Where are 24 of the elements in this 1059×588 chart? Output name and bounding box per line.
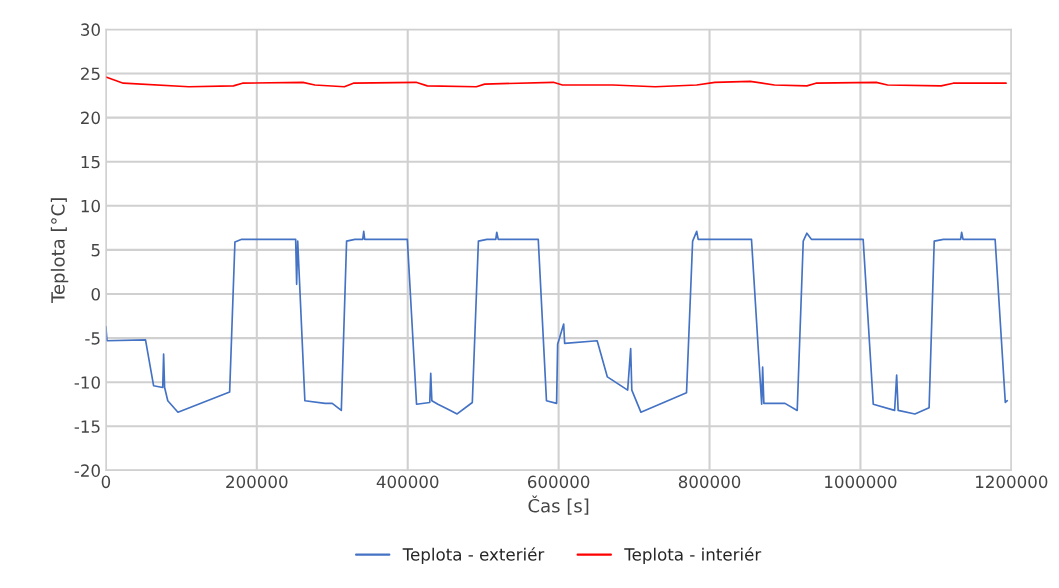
y-tick-label: 0 — [91, 287, 100, 301]
legend-label: Teplota - interiér — [624, 547, 762, 564]
y-tick-label: 10 — [81, 199, 100, 213]
y-tick-label: -15 — [74, 420, 100, 433]
x-tick-label: 200000 — [226, 475, 288, 489]
x-axis-title: Čas [s] — [528, 495, 589, 515]
y-tick-label: 5 — [91, 244, 100, 257]
legend-label: Teplota - exteriér — [402, 547, 545, 564]
y-tick-label: -5 — [85, 332, 100, 345]
y-axis-title: Teplota [°C] — [50, 198, 69, 304]
line-series — [105, 76, 1007, 88]
x-tick-label: 400000 — [376, 475, 439, 489]
x-tick-label: 1000000 — [825, 475, 897, 489]
x-tick-label: 800000 — [678, 475, 741, 489]
y-tick-label: 15 — [81, 155, 100, 169]
x-tick-label: 1200000 — [976, 475, 1048, 489]
y-tick-label: -10 — [74, 376, 100, 389]
y-tick-label: 20 — [81, 111, 100, 125]
y-tick-label: 30 — [81, 23, 100, 36]
line-series — [105, 230, 1009, 415]
y-tick-label: -20 — [74, 464, 100, 477]
x-tick-label: 0 — [101, 475, 111, 489]
y-tick-label: 25 — [81, 67, 100, 81]
x-tick-label: 600000 — [527, 475, 590, 489]
